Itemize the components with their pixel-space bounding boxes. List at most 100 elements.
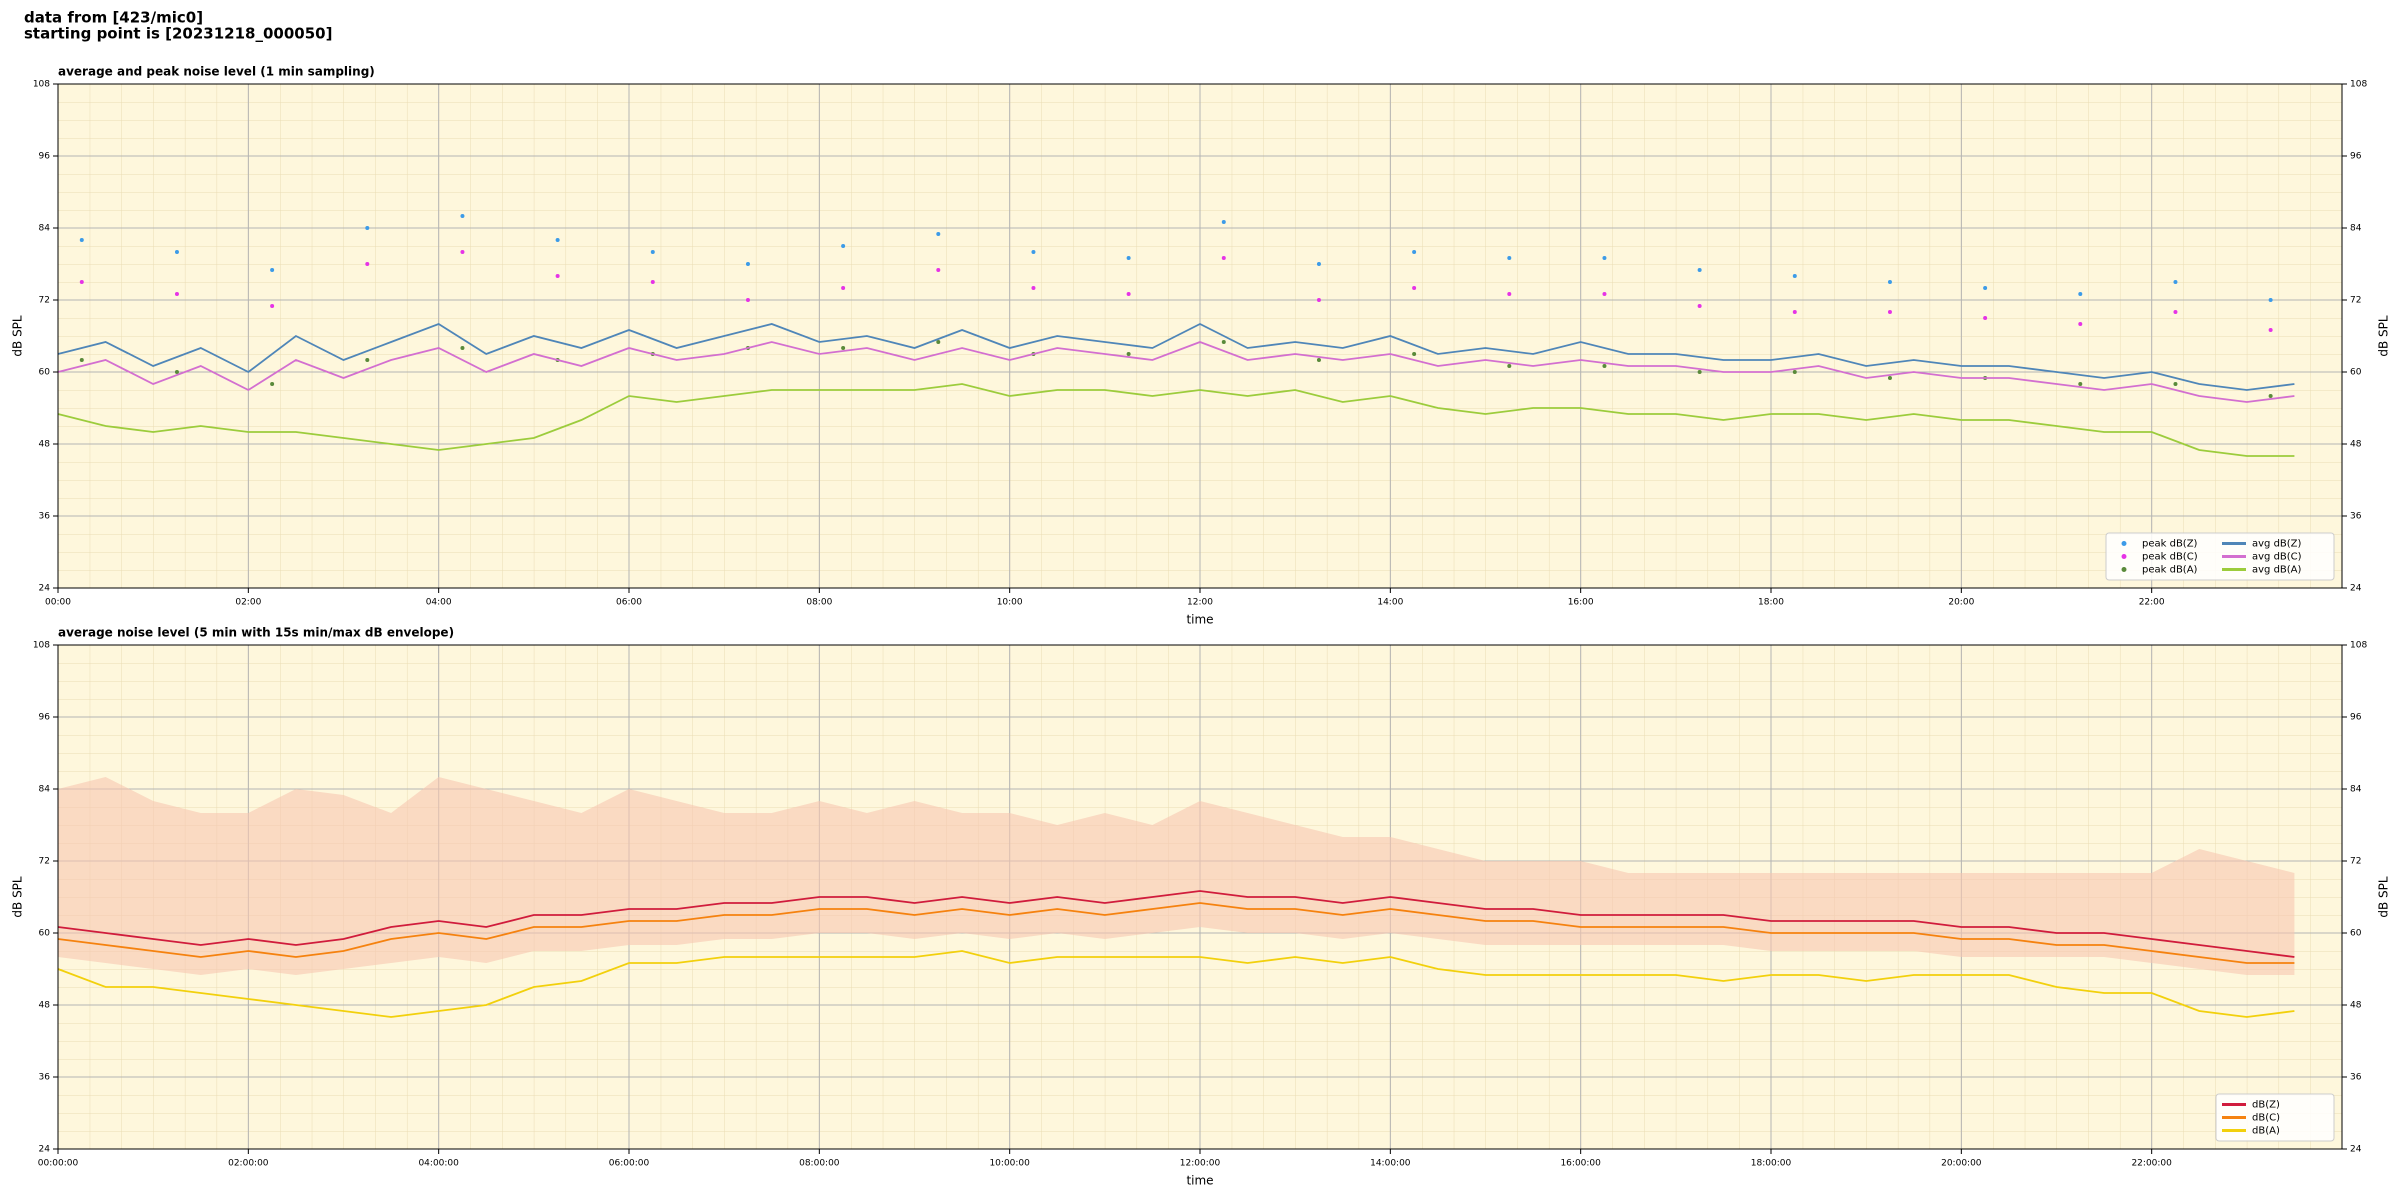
- peak-point: [1412, 286, 1417, 290]
- y-axis-label: dB SPL: [2377, 315, 2391, 357]
- x-tick-label: 00:00: [45, 598, 71, 608]
- legend-label: dB(Z): [2252, 1100, 2280, 1111]
- y-tick-label: 84: [39, 785, 51, 795]
- peak-point: [1316, 298, 1321, 302]
- x-axis-label: time: [1186, 613, 1213, 627]
- y-tick-label: 108: [33, 641, 50, 651]
- y-tick-label: 60: [2350, 929, 2362, 939]
- y-tick-label: 84: [2350, 224, 2362, 234]
- y-tick-label: 48: [39, 1001, 51, 1011]
- x-tick-label: 12:00:00: [1180, 1159, 1221, 1169]
- peak-point: [1412, 250, 1417, 254]
- peak-point: [1602, 256, 1607, 260]
- x-tick-label: 08:00:00: [799, 1159, 840, 1169]
- x-tick-label: 16:00: [1568, 598, 1594, 608]
- peak-point: [365, 226, 370, 230]
- y-tick-label: 60: [2350, 368, 2362, 378]
- y-tick-label: 24: [39, 584, 51, 594]
- peak-point: [745, 262, 750, 266]
- x-tick-label: 18:00: [1758, 598, 1784, 608]
- peak-point: [936, 340, 941, 344]
- x-tick-label: 22:00: [2139, 598, 2165, 608]
- peak-point: [2173, 280, 2178, 284]
- y-axis-label: dB SPL: [11, 876, 25, 918]
- peak-point: [2268, 298, 2273, 302]
- y-tick-label: 72: [2350, 857, 2361, 867]
- plot-frame: [57, 644, 2343, 1150]
- y-tick-label: 108: [2350, 80, 2367, 90]
- legend-marker: [2121, 567, 2127, 572]
- peak-point: [555, 274, 560, 278]
- peak-point: [555, 238, 560, 242]
- peak-point: [1697, 370, 1702, 374]
- y-tick-label: 36: [39, 1073, 51, 1083]
- peak-point: [1697, 268, 1702, 272]
- peak-point: [270, 268, 275, 272]
- legend-box: [2105, 532, 2335, 581]
- y-tick-label: 108: [2350, 641, 2367, 651]
- peak-point: [365, 262, 370, 266]
- peak-point: [1983, 316, 1988, 320]
- y-tick-label: 96: [2350, 152, 2362, 162]
- x-tick-label: 16:00:00: [1560, 1159, 1601, 1169]
- series-line: [57, 383, 2295, 457]
- x-tick-label: 04:00:00: [418, 1159, 459, 1169]
- x-tick-label: 14:00: [1377, 598, 1403, 608]
- y-tick-label: 96: [39, 152, 51, 162]
- chart-title: average noise level (5 min with 15s min/…: [58, 626, 454, 640]
- legend-label: peak dB(A): [2142, 565, 2198, 576]
- y-axis-label: dB SPL: [2377, 876, 2391, 918]
- peak-point: [174, 250, 179, 254]
- peak-point: [174, 292, 179, 296]
- peak-point: [650, 280, 655, 284]
- peak-point: [270, 382, 275, 386]
- x-tick-label: 12:00: [1187, 598, 1213, 608]
- x-tick-label: 20:00:00: [1941, 1159, 1982, 1169]
- peak-point: [1507, 364, 1512, 368]
- y-tick-label: 60: [39, 929, 51, 939]
- legend-marker: [2121, 554, 2127, 559]
- peak-point: [1126, 352, 1131, 356]
- y-tick-label: 108: [33, 80, 50, 90]
- envelope: [58, 777, 2295, 975]
- peak-point: [1983, 286, 1988, 290]
- peak-point: [79, 238, 84, 242]
- peak-point: [1412, 352, 1417, 356]
- chart-title: average and peak noise level (1 min samp…: [58, 65, 375, 79]
- peak-point: [1316, 358, 1321, 362]
- series-line: [57, 341, 2295, 403]
- peak-point: [460, 346, 465, 350]
- x-tick-label: 18:00:00: [1751, 1159, 1792, 1169]
- x-tick-label: 10:00:00: [989, 1159, 1030, 1169]
- peak-point: [2268, 394, 2273, 398]
- y-tick-label: 48: [39, 440, 51, 450]
- peak-point: [1602, 364, 1607, 368]
- header-line: starting point is [20231218_000050]: [24, 25, 332, 43]
- x-tick-label: 10:00: [997, 598, 1023, 608]
- peak-point: [1221, 220, 1226, 224]
- peak-point: [1792, 274, 1797, 278]
- peak-point: [460, 250, 465, 254]
- y-tick-label: 72: [39, 857, 50, 867]
- series-line: [57, 322, 2295, 391]
- series-line: [57, 902, 2295, 964]
- peak-point: [1221, 340, 1226, 344]
- legend-label: avg dB(C): [2252, 552, 2302, 563]
- x-tick-label: 00:00:00: [38, 1159, 79, 1169]
- y-tick-label: 24: [39, 1145, 51, 1155]
- peak-point: [1887, 280, 1892, 284]
- legend-label: avg dB(Z): [2252, 539, 2302, 550]
- peak-point: [79, 280, 84, 284]
- legend-label: dB(A): [2252, 1126, 2280, 1137]
- x-tick-label: 02:00: [235, 598, 261, 608]
- x-tick-label: 20:00: [1948, 598, 1974, 608]
- x-tick-label: 06:00: [616, 598, 642, 608]
- legend-label: avg dB(A): [2252, 565, 2302, 576]
- y-tick-label: 84: [39, 224, 51, 234]
- peak-point: [1697, 304, 1702, 308]
- y-tick-label: 72: [2350, 296, 2361, 306]
- peak-point: [1316, 262, 1321, 266]
- y-tick-label: 60: [39, 368, 51, 378]
- y-tick-label: 24: [2350, 584, 2362, 594]
